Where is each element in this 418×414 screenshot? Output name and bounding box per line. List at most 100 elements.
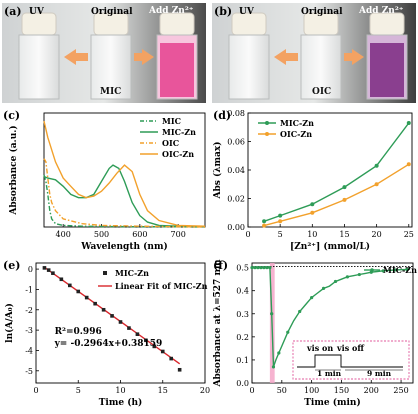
uv-label: UV <box>239 7 254 17</box>
series-line-mic-zn <box>263 122 410 222</box>
series-line-oic <box>43 158 206 228</box>
y-tick-label: 0 <box>28 265 33 274</box>
data-point <box>342 197 347 202</box>
x-axis-label: Wavelength (nm) <box>80 241 168 252</box>
original-label: Original <box>91 7 133 17</box>
y-tick-label: 0.04 <box>227 166 245 175</box>
inset-duration-2: 9 min <box>367 369 392 378</box>
legend-label: MIC-Zn <box>280 118 314 128</box>
x-axis-label: Time (min) <box>304 397 361 408</box>
x-tick-label: 50 <box>277 386 287 395</box>
data-point <box>259 266 263 270</box>
data-point <box>406 120 411 125</box>
data-point <box>160 349 165 354</box>
data-point <box>405 267 409 272</box>
vial-original-b <box>300 12 342 100</box>
data-point <box>374 163 379 168</box>
x-tick-label: 700 <box>171 230 186 239</box>
data-point <box>333 279 338 284</box>
legend-marker <box>370 268 374 272</box>
inset-duration-1: 1 min <box>317 369 342 378</box>
y-tick-label: 0.4 <box>236 287 249 296</box>
x-tick-label: 15 <box>339 230 349 239</box>
x-tick-label: 5 <box>76 386 81 395</box>
arrow-right-a <box>134 49 154 65</box>
legend-label: MIC-Zn <box>383 265 417 275</box>
vial-zn-a <box>156 12 198 100</box>
data-point <box>278 219 283 224</box>
inset-box <box>292 340 410 380</box>
vial-uv-b <box>228 12 270 100</box>
arrow-left-b <box>274 49 298 65</box>
legend-label: MIC <box>162 116 181 126</box>
series-line-mic <box>43 174 206 228</box>
x-axis-label: Time (h) <box>99 397 143 408</box>
solution-b <box>370 43 404 97</box>
inset-vis-off: vis off <box>336 343 364 353</box>
chart-panel-c: (c) 400 500 600 700 Wavelength (nm) Absorbance… <box>0 105 210 255</box>
arrow-left-a <box>64 49 88 65</box>
vial-zn-b <box>366 12 408 100</box>
legend-label: MIC-Zn <box>115 268 149 278</box>
data-point <box>177 367 182 372</box>
y-axis-label: Abs (λmax) <box>212 141 223 199</box>
data-point <box>68 283 72 288</box>
y-tick-label: 0.00 <box>227 223 245 232</box>
uv-label: UV <box>29 7 44 17</box>
data-point <box>268 266 272 270</box>
y-tick-label: -5 <box>25 367 33 376</box>
data-point <box>110 314 114 318</box>
data-point <box>321 286 326 290</box>
x-tick-label: 20 <box>372 230 382 239</box>
x-tick-label: 500 <box>94 230 109 239</box>
plot-frame <box>251 262 414 384</box>
data-point <box>286 330 290 334</box>
legend-label: OIC-Zn <box>162 149 194 159</box>
data-point <box>101 307 106 312</box>
x-tick-label: 5 <box>278 230 283 239</box>
data-point <box>374 182 379 187</box>
data-point <box>342 185 347 190</box>
original-label: Original <box>301 7 343 17</box>
add-zn-label: Add Zn²⁺ <box>149 6 194 16</box>
data-point <box>135 332 140 336</box>
x-axis-label: [Zn²⁺] (mmol/L) <box>290 241 370 252</box>
x-tick-label: 20 <box>200 386 210 395</box>
inset-waveform <box>297 354 403 368</box>
add-zn-label: Add Zn²⁺ <box>359 6 404 16</box>
y-axis-label: Absorbance at λ=527 nm <box>213 259 223 388</box>
data-point <box>262 223 267 228</box>
data-point <box>118 320 123 324</box>
data-point <box>406 162 411 167</box>
panel-letter: (d) <box>213 109 231 122</box>
x-tick-label: 15 <box>158 386 168 395</box>
legend-marker <box>103 271 107 275</box>
y-tick-label: 0.3 <box>236 310 249 319</box>
data-point <box>59 277 64 282</box>
series-line-mic-zn <box>43 164 206 228</box>
x-tick-label: 150 <box>334 386 349 395</box>
x-tick-label: 10 <box>307 230 317 239</box>
panel-letter: (c) <box>3 109 20 122</box>
data-point <box>393 268 397 272</box>
legend-label: Linear Fit of MIC-Zn <box>115 281 208 291</box>
vial-uv-a <box>18 12 60 100</box>
y-tick-label: 0.5 <box>236 264 249 273</box>
x-tick-label: 100 <box>304 386 319 395</box>
data-point <box>262 219 267 224</box>
data-point <box>310 296 314 300</box>
x-tick-label: 0 <box>249 386 254 395</box>
equation-annotation: y= -0.2964x+0.38159 <box>54 339 163 349</box>
arrow-right-b <box>344 49 364 65</box>
data-point <box>51 271 55 275</box>
x-tick-label: 10 <box>115 386 125 395</box>
data-point <box>253 266 257 270</box>
data-point <box>270 312 274 316</box>
x-tick-label: 25 <box>404 230 414 239</box>
x-tick-label: 250 <box>393 386 408 395</box>
data-point <box>84 295 89 300</box>
data-point <box>278 213 283 218</box>
vial-original-a <box>90 12 132 100</box>
data-point <box>169 356 173 361</box>
data-point <box>310 202 315 207</box>
